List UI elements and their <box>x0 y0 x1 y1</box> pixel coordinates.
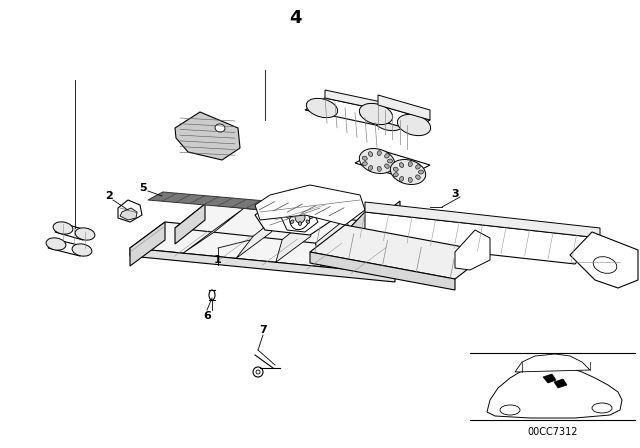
Ellipse shape <box>75 228 95 240</box>
Text: 3: 3 <box>451 189 459 199</box>
Ellipse shape <box>209 290 215 300</box>
Ellipse shape <box>397 114 431 136</box>
Polygon shape <box>130 222 165 266</box>
Polygon shape <box>378 95 430 120</box>
Ellipse shape <box>256 370 260 374</box>
Polygon shape <box>148 192 358 217</box>
Ellipse shape <box>377 166 381 172</box>
Ellipse shape <box>253 367 263 377</box>
Polygon shape <box>310 252 455 290</box>
Ellipse shape <box>360 103 392 125</box>
Ellipse shape <box>593 257 617 273</box>
Ellipse shape <box>298 222 301 226</box>
Ellipse shape <box>399 163 404 168</box>
Polygon shape <box>175 204 400 249</box>
Ellipse shape <box>215 124 225 132</box>
Polygon shape <box>255 190 340 235</box>
Polygon shape <box>175 204 205 244</box>
Polygon shape <box>183 208 244 253</box>
Polygon shape <box>120 208 137 220</box>
Polygon shape <box>365 202 600 238</box>
Polygon shape <box>130 222 430 274</box>
Polygon shape <box>255 185 365 225</box>
Polygon shape <box>360 105 430 130</box>
Polygon shape <box>130 248 395 282</box>
Ellipse shape <box>408 177 412 182</box>
Ellipse shape <box>309 215 313 219</box>
Ellipse shape <box>306 220 310 224</box>
Ellipse shape <box>287 215 291 219</box>
Text: 1: 1 <box>214 255 222 265</box>
Ellipse shape <box>291 220 294 224</box>
Ellipse shape <box>408 162 412 167</box>
Ellipse shape <box>385 154 389 158</box>
Ellipse shape <box>362 156 367 160</box>
Ellipse shape <box>394 172 398 177</box>
Polygon shape <box>118 200 142 222</box>
Polygon shape <box>370 201 400 242</box>
Polygon shape <box>316 219 356 267</box>
Polygon shape <box>455 230 490 270</box>
Ellipse shape <box>291 211 294 214</box>
Ellipse shape <box>53 222 73 234</box>
Ellipse shape <box>307 99 338 118</box>
Ellipse shape <box>385 164 389 168</box>
Ellipse shape <box>415 164 420 169</box>
Polygon shape <box>554 379 567 388</box>
Ellipse shape <box>369 166 372 170</box>
Polygon shape <box>305 98 405 127</box>
Ellipse shape <box>295 211 305 223</box>
Ellipse shape <box>500 405 520 415</box>
Polygon shape <box>280 205 318 232</box>
Ellipse shape <box>592 403 612 413</box>
Text: 7: 7 <box>259 325 267 335</box>
Ellipse shape <box>369 152 372 156</box>
Text: 00CC7312: 00CC7312 <box>528 427 579 437</box>
Polygon shape <box>543 374 556 383</box>
Ellipse shape <box>399 177 404 181</box>
Ellipse shape <box>377 151 381 155</box>
Ellipse shape <box>298 208 301 212</box>
Ellipse shape <box>419 170 424 174</box>
Ellipse shape <box>359 148 395 173</box>
Polygon shape <box>570 232 638 288</box>
Text: 6: 6 <box>203 311 211 321</box>
Ellipse shape <box>390 159 426 185</box>
Ellipse shape <box>46 238 66 250</box>
Polygon shape <box>487 366 622 418</box>
Ellipse shape <box>387 159 392 163</box>
Ellipse shape <box>290 204 310 230</box>
Polygon shape <box>276 215 312 262</box>
Polygon shape <box>236 212 283 258</box>
Ellipse shape <box>372 112 404 131</box>
Polygon shape <box>515 354 590 372</box>
Text: 2: 2 <box>105 191 113 201</box>
Polygon shape <box>355 150 430 178</box>
Polygon shape <box>55 224 93 240</box>
Text: 4: 4 <box>289 9 301 27</box>
Ellipse shape <box>394 167 398 171</box>
Polygon shape <box>175 112 240 160</box>
Polygon shape <box>395 222 430 266</box>
Polygon shape <box>325 90 405 115</box>
Ellipse shape <box>72 244 92 256</box>
Polygon shape <box>48 240 90 256</box>
Ellipse shape <box>415 175 420 179</box>
Polygon shape <box>340 212 365 254</box>
Polygon shape <box>340 212 600 264</box>
Ellipse shape <box>362 162 367 166</box>
Polygon shape <box>310 225 490 279</box>
Text: 5: 5 <box>139 183 147 193</box>
Ellipse shape <box>306 211 310 214</box>
